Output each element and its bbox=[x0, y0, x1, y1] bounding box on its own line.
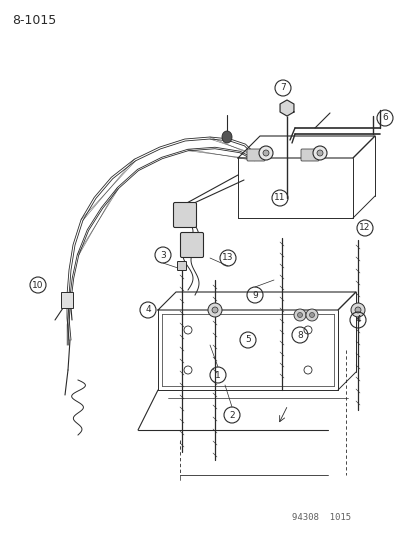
Circle shape bbox=[262, 150, 268, 156]
Text: 13: 13 bbox=[222, 254, 233, 262]
Circle shape bbox=[350, 303, 364, 317]
FancyBboxPatch shape bbox=[300, 149, 318, 161]
Text: 8-1015: 8-1015 bbox=[12, 14, 56, 27]
FancyBboxPatch shape bbox=[247, 149, 264, 161]
Text: 4: 4 bbox=[354, 316, 360, 325]
Text: 4: 4 bbox=[145, 305, 150, 314]
Text: 94308  1015: 94308 1015 bbox=[291, 513, 350, 522]
Circle shape bbox=[309, 312, 314, 318]
Circle shape bbox=[305, 309, 317, 321]
FancyBboxPatch shape bbox=[180, 232, 203, 257]
Polygon shape bbox=[280, 100, 293, 116]
FancyBboxPatch shape bbox=[173, 203, 196, 228]
Text: 5: 5 bbox=[244, 335, 250, 344]
Circle shape bbox=[207, 303, 221, 317]
Text: 6: 6 bbox=[381, 114, 387, 123]
Text: 2: 2 bbox=[229, 410, 234, 419]
Text: 1: 1 bbox=[215, 370, 221, 379]
Text: 12: 12 bbox=[358, 223, 370, 232]
Circle shape bbox=[259, 146, 272, 160]
Bar bbox=[61, 292, 73, 308]
Circle shape bbox=[293, 309, 305, 321]
Circle shape bbox=[316, 150, 322, 156]
Text: 7: 7 bbox=[280, 84, 285, 93]
Text: 8: 8 bbox=[297, 330, 302, 340]
Text: 3: 3 bbox=[160, 251, 166, 260]
Circle shape bbox=[211, 307, 218, 313]
Ellipse shape bbox=[221, 131, 231, 143]
Text: 10: 10 bbox=[32, 280, 44, 289]
Text: 9: 9 bbox=[252, 290, 257, 300]
Circle shape bbox=[297, 312, 302, 318]
FancyBboxPatch shape bbox=[177, 262, 186, 271]
Circle shape bbox=[354, 307, 360, 313]
Text: 11: 11 bbox=[273, 193, 285, 203]
Circle shape bbox=[312, 146, 326, 160]
